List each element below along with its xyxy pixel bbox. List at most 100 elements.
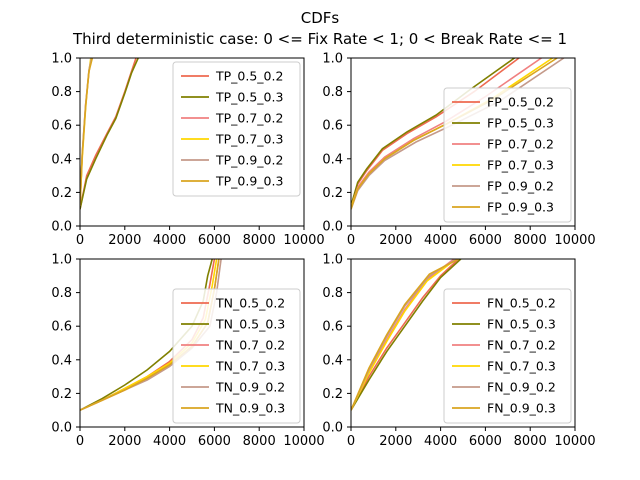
legend-entry: TN_0.9_0.2 bbox=[215, 380, 285, 395]
legend-box bbox=[443, 288, 572, 424]
y-tick-label: 0.8 bbox=[322, 85, 343, 100]
series-line bbox=[351, 259, 462, 411]
series-line bbox=[351, 259, 460, 411]
series-line bbox=[351, 259, 455, 411]
y-tick-label: 0.8 bbox=[322, 286, 343, 301]
legend-entry: TN_0.5_0.2 bbox=[215, 296, 285, 311]
y-tick-label: 0.0 bbox=[322, 220, 343, 235]
axes-frame bbox=[350, 258, 576, 428]
series-group bbox=[80, 58, 139, 210]
x-tick-label: 10000 bbox=[554, 233, 595, 248]
x-tick-label: 4000 bbox=[424, 434, 457, 449]
y-tick-label: 0.6 bbox=[322, 119, 343, 134]
series-line bbox=[80, 58, 94, 206]
series-line bbox=[80, 58, 139, 210]
y-tick-label: 0.2 bbox=[51, 186, 72, 201]
legend-entry: FP_0.7_0.2 bbox=[487, 137, 554, 152]
y-tick-label: 0.8 bbox=[51, 85, 72, 100]
legend-box bbox=[443, 87, 572, 223]
x-tick-label: 6000 bbox=[198, 434, 231, 449]
axes-frame bbox=[79, 258, 305, 428]
legend-entry: TP_0.9_0.2 bbox=[215, 153, 283, 168]
y-tick-label: 0.2 bbox=[51, 387, 72, 402]
y-tick-label: 0.8 bbox=[51, 286, 72, 301]
legend-entry: FN_0.7_0.2 bbox=[487, 338, 556, 353]
legend-entry: FP_0.5_0.2 bbox=[487, 95, 554, 110]
legend-entry: FN_0.7_0.3 bbox=[487, 359, 556, 374]
x-tick-label: 4000 bbox=[153, 233, 186, 248]
legend-box bbox=[172, 288, 301, 424]
x-tick-label: 0 bbox=[347, 434, 355, 449]
legend-entry: TP_0.7_0.3 bbox=[215, 132, 283, 147]
x-tick-label: 0 bbox=[347, 233, 355, 248]
x-tick-label: 2000 bbox=[108, 233, 141, 248]
legend-entry: TP_0.9_0.3 bbox=[215, 174, 283, 189]
y-tick-label: 0.4 bbox=[51, 152, 72, 167]
y-tick-label: 0.2 bbox=[322, 186, 343, 201]
x-tick-label: 0 bbox=[76, 233, 84, 248]
figure-title: CDFs bbox=[301, 9, 340, 27]
legend-entry: TP_0.7_0.2 bbox=[215, 111, 283, 126]
y-tick-label: 0.0 bbox=[322, 421, 343, 436]
x-tick-label: 2000 bbox=[379, 434, 412, 449]
legend-entry: TN_0.7_0.3 bbox=[215, 359, 285, 374]
x-tick-label: 6000 bbox=[198, 233, 231, 248]
legend: TP_0.5_0.2 TP_0.5_0.3 TP_0.7_0.2 TP_0.7_0.3… bbox=[172, 61, 301, 197]
y-tick-label: 0.2 bbox=[322, 387, 343, 402]
legend-entry: TP_0.5_0.3 bbox=[215, 90, 283, 105]
chart-panel-top-right: 0 2000 4000 6000 8000 10000 0.0 0.2 0.4 0.6 0.8 1.0… bbox=[322, 52, 595, 249]
legend-entry: FN_0.9_0.3 bbox=[487, 401, 556, 416]
legend-entry: FP_0.9_0.3 bbox=[487, 200, 554, 215]
axes-frame bbox=[350, 57, 576, 227]
legend-entry: TN_0.9_0.3 bbox=[215, 401, 285, 416]
chart-panel-bottom-left: 0 2000 4000 6000 8000 10000 0.0 0.2 0.4 0.6 0.8 1.0… bbox=[51, 253, 324, 450]
y-tick-label: 0.4 bbox=[322, 353, 343, 368]
y-tick-label: 1.0 bbox=[51, 253, 72, 268]
legend-entry: FN_0.5_0.3 bbox=[487, 317, 556, 332]
x-tick-label: 6000 bbox=[469, 233, 502, 248]
y-tick-label: 0.0 bbox=[51, 421, 72, 436]
y-tick-label: 0.0 bbox=[51, 220, 72, 235]
legend: FN_0.5_0.2 FN_0.5_0.3 FN_0.7_0.2 FN_0.7_0.3… bbox=[443, 288, 572, 424]
y-tick-label: 0.6 bbox=[51, 320, 72, 335]
legend-entry: TN_0.5_0.3 bbox=[215, 317, 285, 332]
legend: FP_0.5_0.2 FP_0.5_0.3 FP_0.7_0.2 FP_0.7_0.3… bbox=[443, 87, 572, 223]
x-tick-label: 8000 bbox=[514, 233, 547, 248]
figure-subtitle: Third deterministic case: 0 <= Fix Rate … bbox=[72, 30, 567, 48]
panels: 0 2000 4000 6000 8000 100000.00.20.40.60.81.0… bbox=[51, 52, 595, 450]
x-tick-label: 2000 bbox=[379, 233, 412, 248]
y-tick-label: 0.4 bbox=[51, 353, 72, 368]
legend-entry: FN_0.9_0.2 bbox=[487, 380, 556, 395]
y-tick-label: 0.6 bbox=[51, 119, 72, 134]
x-tick-label: 10000 bbox=[283, 233, 324, 248]
axes-frame bbox=[79, 57, 305, 227]
x-tick-label: 8000 bbox=[243, 434, 276, 449]
y-tick-label: 1.0 bbox=[322, 253, 343, 268]
x-tick-label: 8000 bbox=[514, 434, 547, 449]
legend-entry: FP_0.5_0.3 bbox=[487, 116, 554, 131]
y-tick-label: 0.4 bbox=[322, 152, 343, 167]
x-tick-label: 10000 bbox=[283, 434, 324, 449]
x-tick-label: 4000 bbox=[424, 233, 457, 248]
chart-panel-top-left: 0 2000 4000 6000 8000 10000 0.0 0.2 0.4 0.6 0.8 1.0… bbox=[51, 52, 324, 249]
series-line bbox=[351, 259, 457, 411]
x-tick-label: 2000 bbox=[108, 434, 141, 449]
legend-entry: FP_0.7_0.3 bbox=[487, 158, 554, 173]
legend: TN_0.5_0.2 TN_0.5_0.3 TN_0.7_0.2 TN_0.7_0.3… bbox=[172, 288, 301, 424]
y-tick-label: 1.0 bbox=[51, 52, 72, 67]
x-tick-label: 8000 bbox=[243, 233, 276, 248]
series-group bbox=[351, 259, 462, 411]
y-tick-label: 1.0 bbox=[322, 52, 343, 67]
series-line bbox=[351, 259, 459, 411]
series-line bbox=[80, 259, 213, 411]
x-tick-label: 4000 bbox=[153, 434, 186, 449]
y-tick-label: 0.6 bbox=[322, 320, 343, 335]
legend-entry: TN_0.7_0.2 bbox=[215, 338, 285, 353]
legend-box bbox=[172, 61, 301, 197]
series-line bbox=[351, 259, 457, 411]
x-tick-label: 6000 bbox=[469, 434, 502, 449]
x-tick-label: 0 bbox=[76, 434, 84, 449]
legend-entry: TP_0.5_0.2 bbox=[215, 69, 283, 84]
chart-panel-bottom-right: 0 2000 4000 6000 8000 10000 0.0 0.2 0.4 0.6 0.8 1.0… bbox=[322, 253, 595, 450]
